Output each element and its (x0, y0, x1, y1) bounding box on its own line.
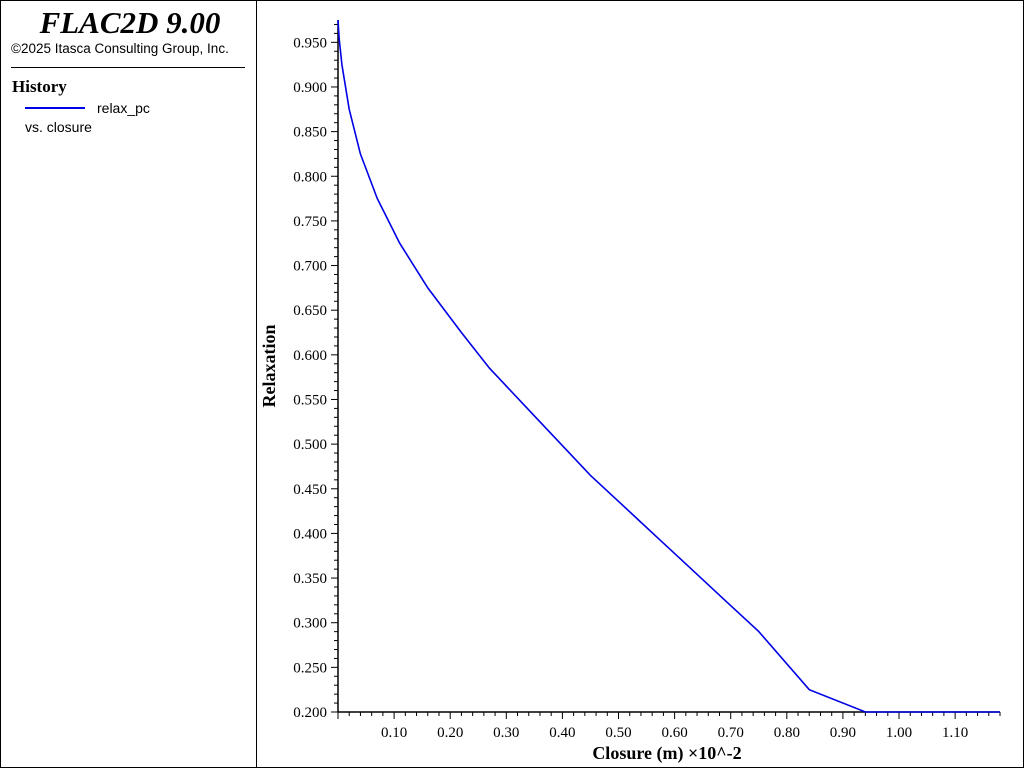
y-tick-label: 0.400 (293, 526, 327, 542)
x-tick-label: 0.40 (549, 725, 575, 741)
x-tick-label: 0.70 (718, 725, 744, 741)
x-axis-ticks: 0.10 0.20 0.30 0.40 0.50 0.60 0.70 0.80 0.90 1.00… (337, 712, 1001, 741)
copyright-text: ©2025 Itasca Consulting Group, Inc. (11, 41, 229, 56)
y-tick-label: 0.500 (293, 437, 327, 453)
y-tick-label: 0.200 (293, 705, 327, 721)
info-panel: FLAC2D 9.00 ©2025 Itasca Consulting Grou… (1, 1, 257, 767)
x-tick-label: 1.10 (942, 725, 968, 741)
y-tick-label: 0.950 (293, 35, 327, 51)
y-tick-label: 0.600 (293, 348, 327, 364)
y-tick-label: 0.700 (293, 259, 327, 275)
divider (11, 67, 245, 68)
y-tick-label: 0.550 (293, 392, 327, 408)
y-tick-label: 0.450 (293, 482, 327, 498)
legend-line-swatch (25, 107, 85, 109)
y-axis-title: Relaxation (259, 325, 279, 408)
axes (337, 20, 1000, 713)
app-title: FLAC2D 9.00 (39, 5, 221, 40)
legend-vs-label: vs. closure (25, 119, 92, 135)
x-tick-label: 0.50 (605, 725, 631, 741)
y-tick-label: 0.350 (293, 571, 327, 587)
y-tick-label: 0.250 (293, 660, 327, 676)
x-tick-label: 0.20 (437, 725, 463, 741)
y-axis-ticks: 0.200 0.250 0.300 0.350 0.400 0.450 0.500 0.550… (293, 23, 338, 721)
y-tick-label: 0.750 (293, 214, 327, 230)
x-tick-label: 0.90 (830, 725, 856, 741)
y-tick-label: 0.650 (293, 303, 327, 319)
x-tick-label: 1.00 (886, 725, 912, 741)
x-tick-label: 0.30 (493, 725, 519, 741)
y-tick-label: 0.900 (293, 80, 327, 96)
x-tick-label: 0.80 (774, 725, 800, 741)
series-line-relax_pc (337, 19, 1000, 713)
y-tick-label: 0.300 (293, 616, 327, 632)
series-group (337, 19, 1000, 713)
legend-series-label: relax_pc (97, 100, 150, 116)
y-tick-label: 0.850 (293, 125, 327, 141)
legend-heading: History (12, 77, 67, 96)
x-tick-label: 0.60 (661, 725, 687, 741)
x-axis-title: Closure (m) ×10^-2 (592, 743, 741, 764)
y-tick-label: 0.800 (293, 169, 327, 185)
x-tick-label: 0.10 (381, 725, 407, 741)
